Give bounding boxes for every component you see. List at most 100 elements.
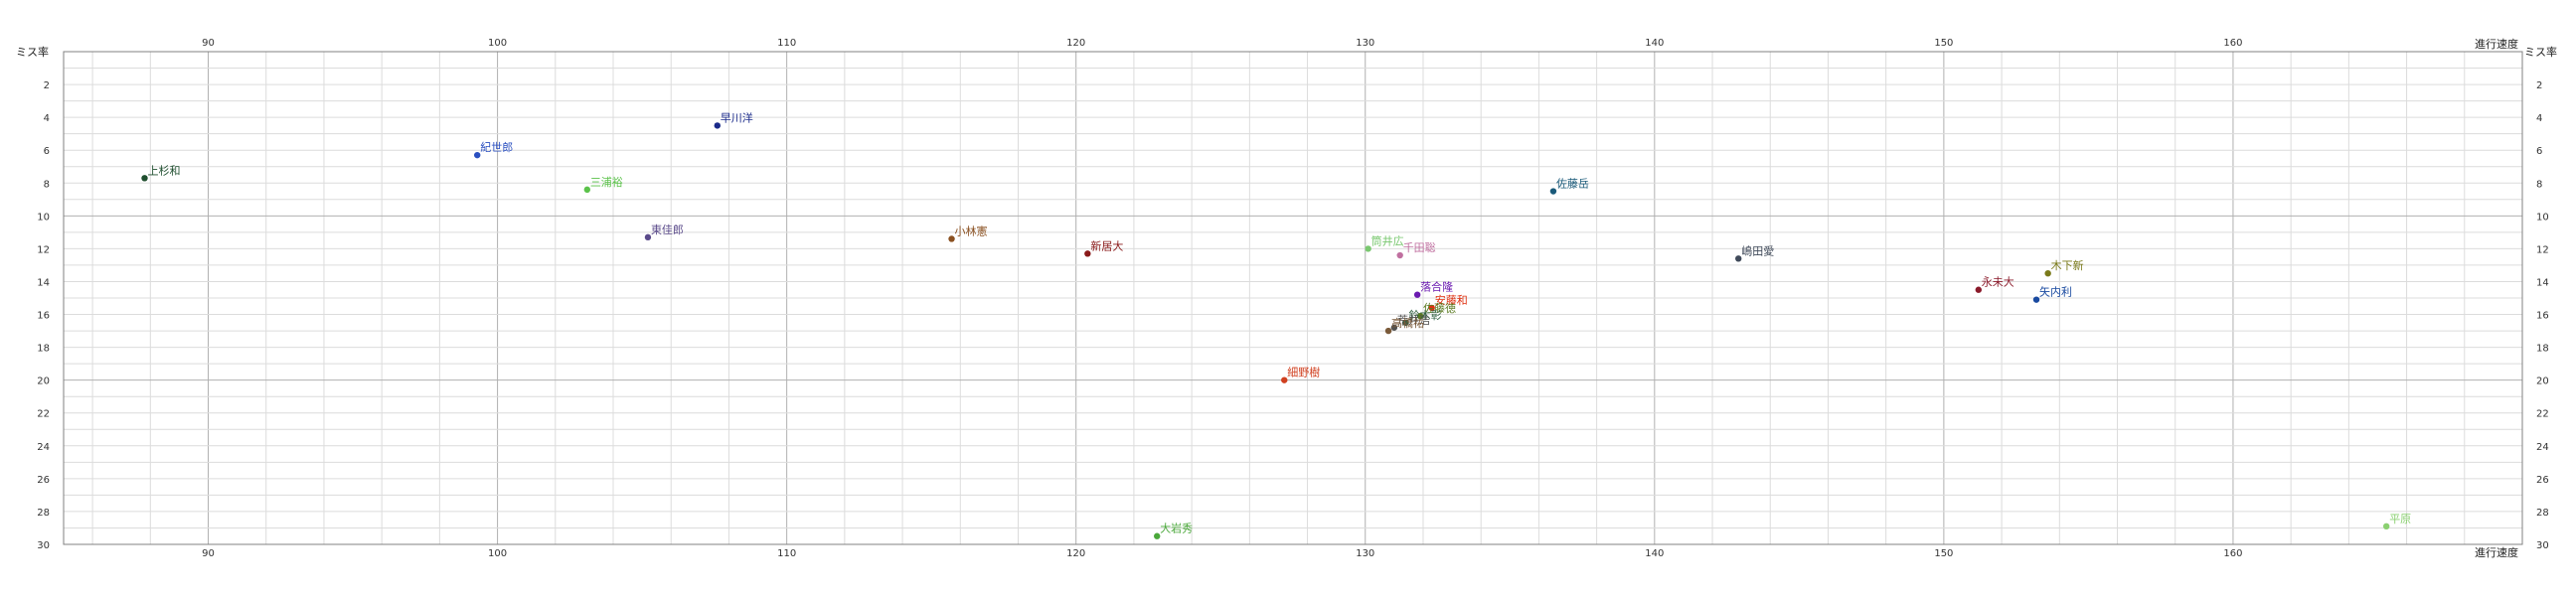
y-tick-label-right: 12: [2536, 244, 2549, 255]
x-tick-label-top: 150: [1934, 38, 1953, 49]
y-tick-label-left: 6: [44, 146, 50, 157]
data-point: [1428, 304, 1435, 312]
x-tick-label-top: 160: [2223, 38, 2242, 49]
y-tick-label-left: 4: [44, 113, 50, 124]
data-point: [2383, 523, 2390, 530]
data-point: [1975, 286, 1983, 293]
x-tick-label-bottom: 150: [1934, 548, 1953, 559]
data-point-label: 永未大: [1982, 275, 2014, 289]
y-tick-label-left: 14: [37, 277, 50, 288]
y-tick-label-right: 10: [2536, 212, 2549, 223]
x-tick-label-bottom: 130: [1356, 548, 1374, 559]
data-point-label: 大岩秀: [1160, 522, 1193, 535]
x-tick-label-top: 140: [1645, 38, 1664, 49]
x-tick-label-bottom: 100: [488, 548, 507, 559]
data-point-label: 三浦裕: [590, 176, 623, 189]
plot-frame: [63, 51, 2523, 545]
y-tick-label-left: 28: [37, 508, 50, 519]
data-point: [644, 233, 652, 241]
y-tick-label-left: 12: [37, 244, 50, 255]
data-point-label: 高橋祐: [1391, 316, 1424, 330]
data-point: [1735, 255, 1742, 262]
x-tick-label-top: 120: [1066, 38, 1085, 49]
x-axis-label-top: 進行速度: [2475, 37, 2518, 51]
y-tick-label-right: 30: [2536, 540, 2549, 551]
data-point-label: 佐藤岳: [1556, 177, 1589, 191]
y-tick-label-right: 16: [2536, 311, 2549, 322]
data-point: [1281, 376, 1288, 383]
data-point: [1413, 291, 1421, 298]
data-point-label: 落合隆: [1420, 280, 1453, 294]
data-point-label: 筒井広: [1371, 233, 1404, 247]
data-point: [2032, 296, 2040, 303]
data-point-label: 嶋田愛: [1741, 243, 1774, 257]
x-tick-label-bottom: 120: [1066, 548, 1085, 559]
y-tick-label-right: 14: [2536, 277, 2549, 288]
y-tick-label-left: 10: [37, 212, 50, 223]
data-point-label: 上杉和: [147, 163, 180, 177]
x-axis-label-bottom: 進行速度: [2475, 545, 2518, 559]
data-point: [1390, 324, 1398, 331]
data-point: [1365, 245, 1371, 252]
y-tick-label-left: 22: [37, 409, 50, 420]
tick-labels: 90 90 100 100 110 110 120 120 130 130 140 140 150 150…: [37, 38, 2548, 559]
x-tick-label-bottom: 110: [777, 548, 796, 559]
y-tick-label-right: 4: [2536, 113, 2542, 124]
data-point-label: 細野樹: [1287, 367, 1320, 379]
data-point: [474, 151, 481, 159]
plot-border: [63, 51, 2523, 545]
data-point: [583, 186, 591, 194]
x-tick-label-top: 110: [777, 38, 796, 49]
data-point: [1154, 532, 1161, 539]
data-point: [2044, 270, 2051, 277]
data-point-label: 鈴木彰: [1409, 308, 1442, 322]
y-tick-label-left: 30: [37, 540, 50, 551]
data-point-label: 千田聡: [1403, 240, 1436, 254]
data-point-label: 紀世郎: [480, 140, 513, 154]
data-point-label: 荒井浩: [1397, 313, 1430, 327]
data-point: [1402, 319, 1409, 326]
y-axis-label-left: ミス率: [16, 45, 49, 59]
y-tick-label-left: 8: [44, 179, 50, 190]
x-tick-label-bottom: 160: [2223, 548, 2242, 559]
y-axis-label-right: ミス率: [2524, 45, 2557, 59]
data-point: [141, 175, 148, 182]
x-tick-label-top: 130: [1356, 38, 1374, 49]
data-point: [714, 122, 721, 129]
y-tick-label-left: 26: [37, 475, 50, 486]
data-point: [1549, 188, 1557, 195]
data-point-label: 佐藤徳: [1423, 301, 1456, 315]
y-tick-label-left: 2: [44, 80, 50, 91]
y-tick-label-right: 24: [2536, 442, 2549, 453]
y-tick-label-left: 18: [37, 344, 50, 355]
y-tick-label-right: 6: [2536, 146, 2542, 157]
data-point: [1084, 250, 1091, 257]
data-point-label: 東佳郎: [651, 223, 684, 236]
grid: [64, 52, 2523, 544]
data-point-label: 木下新: [2051, 258, 2084, 272]
y-tick-label-right: 20: [2536, 376, 2549, 387]
data-point-label: 安藤和: [1435, 293, 1468, 307]
x-tick-label-top: 90: [202, 38, 215, 49]
x-tick-label-top: 100: [488, 38, 507, 49]
y-tick-label-left: 20: [37, 376, 50, 387]
y-tick-label-right: 18: [2536, 344, 2549, 355]
data-point-label: 矢内利: [2039, 285, 2072, 299]
y-tick-label-right: 26: [2536, 475, 2549, 486]
y-tick-label-right: 2: [2536, 80, 2542, 91]
y-tick-label-left: 24: [37, 442, 50, 453]
x-tick-label-bottom: 90: [202, 548, 215, 559]
data-point: [1384, 327, 1392, 335]
y-tick-label-right: 8: [2536, 179, 2542, 190]
y-tick-label-right: 28: [2536, 508, 2549, 519]
data-point: [1396, 251, 1403, 259]
data-point: [948, 235, 955, 242]
data-point-label: 新居大: [1090, 238, 1123, 252]
data-point: [1416, 312, 1424, 320]
y-tick-label-left: 16: [37, 311, 50, 322]
data-point-label: 早川洋: [721, 110, 753, 124]
